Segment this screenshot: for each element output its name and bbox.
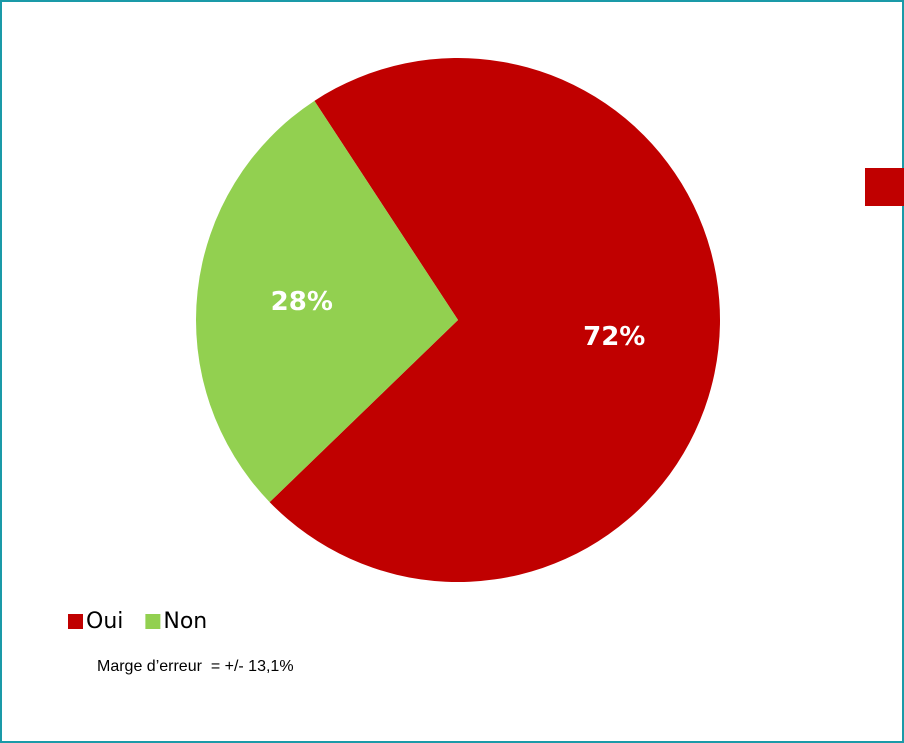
pie-slice xyxy=(196,100,458,503)
cropped-legend-swatch xyxy=(865,168,904,206)
data-label: 28% xyxy=(271,287,333,317)
legend-label: Oui xyxy=(86,609,123,634)
legend-swatch xyxy=(145,614,161,629)
annotation: Marge d’erreur = +/- 13,1% xyxy=(97,658,294,675)
pie-slice xyxy=(269,57,720,582)
legend-label: Non xyxy=(163,609,207,634)
legend-swatch xyxy=(68,614,83,629)
data-label: 72% xyxy=(583,322,645,352)
